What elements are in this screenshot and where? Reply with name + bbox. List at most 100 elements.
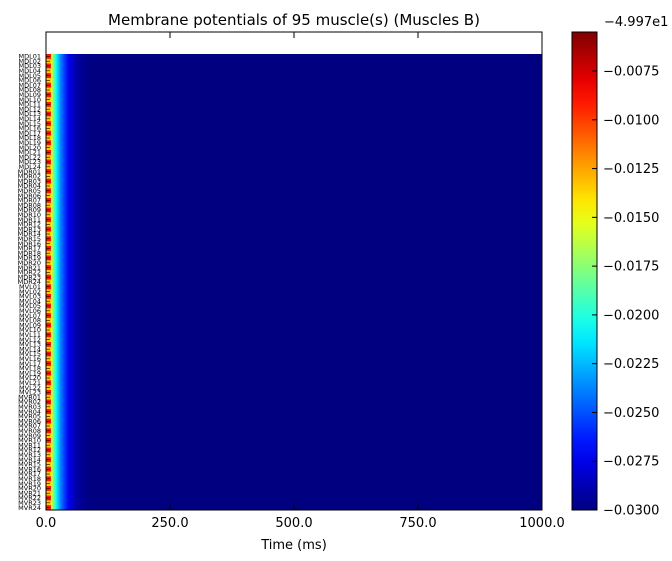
row-label: MVR05 bbox=[18, 413, 41, 421]
row-label: MDR17 bbox=[18, 245, 41, 253]
row-label: MVL12 bbox=[19, 336, 41, 344]
row-label: MDL11 bbox=[18, 101, 41, 109]
row-label: MVR24 bbox=[18, 504, 41, 512]
row-label: MDL13 bbox=[18, 110, 41, 118]
row-label: MDL04 bbox=[18, 67, 41, 75]
row-label: MDR16 bbox=[18, 240, 41, 248]
row-label: MDR20 bbox=[18, 259, 41, 267]
row-label: MDR01 bbox=[18, 168, 41, 176]
row-label: MVL11 bbox=[19, 331, 41, 339]
colorbar-tick-label: −0.0200 bbox=[603, 308, 659, 323]
row-label: MDR24 bbox=[18, 278, 41, 286]
row-label: MVL09 bbox=[19, 321, 41, 329]
row-label: MVR15 bbox=[18, 461, 41, 469]
row-label: MVL19 bbox=[19, 369, 41, 377]
row-label: MVR04 bbox=[18, 408, 41, 416]
row-label: MVR08 bbox=[18, 427, 41, 435]
x-tick-label: 0.0 bbox=[36, 516, 57, 531]
colorbar-tick-label: −0.0125 bbox=[603, 162, 659, 177]
row-label: MVR03 bbox=[18, 403, 41, 411]
row-label: MDR18 bbox=[18, 249, 41, 257]
colorbar-tick-label: −0.0275 bbox=[603, 455, 659, 470]
row-label: MDL05 bbox=[18, 72, 41, 80]
row-label: MDL08 bbox=[18, 86, 41, 94]
x-axis-label: Time (ms) bbox=[260, 538, 327, 553]
chart-title: Membrane potentials of 95 muscle(s) (Mus… bbox=[108, 11, 480, 29]
colorbar-tick-label: −0.0175 bbox=[603, 260, 659, 275]
row-label: MDL19 bbox=[18, 139, 41, 147]
row-label: MVL15 bbox=[19, 350, 41, 358]
heatmap-band bbox=[46, 54, 542, 510]
row-label: MVL14 bbox=[19, 345, 41, 353]
row-label: MDL18 bbox=[18, 134, 41, 142]
row-label: MVL06 bbox=[19, 307, 41, 315]
row-labels: MDL01MDL02MDL03MDL04MDL05MDL06MDL07MDL08… bbox=[18, 53, 50, 512]
row-label: MVR13 bbox=[18, 451, 41, 459]
row-label: MDL24 bbox=[18, 163, 41, 171]
row-label: MDL09 bbox=[18, 91, 41, 99]
row-label: MVL20 bbox=[19, 374, 41, 382]
row-label: MDR09 bbox=[18, 206, 41, 214]
row-label: MDR13 bbox=[18, 225, 41, 233]
row-label: MVL13 bbox=[19, 341, 41, 349]
row-label: MVL01 bbox=[19, 283, 41, 291]
row-label: MDL17 bbox=[18, 129, 41, 137]
row-label: MVL05 bbox=[19, 302, 41, 310]
row-label: MDR21 bbox=[18, 264, 41, 272]
row-label: MDR08 bbox=[18, 201, 41, 209]
row-label: MDL07 bbox=[18, 81, 41, 89]
colorbar-frame bbox=[571, 31, 598, 511]
row-label: MDL06 bbox=[18, 77, 41, 85]
x-tick-label: 250.0 bbox=[151, 516, 188, 531]
row-label: MDL21 bbox=[18, 149, 41, 157]
row-label: MVL23 bbox=[19, 389, 41, 397]
x-tick-label: 750.0 bbox=[399, 516, 436, 531]
row-label: MVL16 bbox=[19, 355, 41, 363]
row-label: MVL21 bbox=[19, 379, 41, 387]
row-label: MVL03 bbox=[19, 293, 41, 301]
row-label: MDL23 bbox=[18, 158, 41, 166]
row-label: MDL22 bbox=[18, 153, 41, 161]
row-label: MVR19 bbox=[18, 480, 41, 488]
row-label: MDL20 bbox=[18, 144, 41, 152]
row-label: MDR12 bbox=[18, 221, 41, 229]
row-label: MDR06 bbox=[18, 192, 41, 200]
x-axis-ticks: 0.0 250.0 500.0 750.0 1000.0 bbox=[36, 32, 565, 531]
row-label: MDL03 bbox=[18, 62, 41, 70]
x-tick-label: 1000.0 bbox=[519, 516, 565, 531]
colorbar-ticks: −0.0075 −0.0100 −0.0125 −0.0150 −0.0175 −0.02… bbox=[592, 65, 659, 519]
row-label: MDL01 bbox=[18, 53, 41, 61]
row-label: MVL10 bbox=[19, 326, 41, 334]
row-label: MDR05 bbox=[18, 187, 41, 195]
row-label: MVR12 bbox=[18, 446, 41, 454]
row-label: MDL10 bbox=[18, 96, 41, 104]
row-label: MVR20 bbox=[18, 485, 41, 493]
row-label: MVL07 bbox=[19, 312, 41, 320]
colorbar-tick-label: −0.0250 bbox=[603, 406, 659, 421]
row-label: MVR09 bbox=[18, 432, 41, 440]
row-label: MDR11 bbox=[18, 216, 41, 224]
colorbar-tick-label: −0.0300 bbox=[603, 504, 659, 519]
row-label: MVL18 bbox=[19, 365, 41, 373]
row-label: MVR07 bbox=[18, 422, 41, 430]
row-label: MDR23 bbox=[18, 273, 41, 281]
row-label: MDL12 bbox=[18, 105, 41, 113]
row-label: MVR01 bbox=[18, 393, 41, 401]
row-label: MVR10 bbox=[18, 437, 41, 445]
colorbar-tick-label: −0.0100 bbox=[603, 113, 659, 128]
row-label: MDL16 bbox=[18, 125, 41, 133]
row-label: MDR07 bbox=[18, 197, 41, 205]
row-label: MDR14 bbox=[18, 230, 41, 238]
colorbar-tick-label: −0.0150 bbox=[603, 211, 659, 226]
row-label: MVR14 bbox=[18, 456, 41, 464]
row-label: MVL04 bbox=[19, 297, 41, 305]
row-label: MVL22 bbox=[19, 384, 41, 392]
row-label: MVR22 bbox=[18, 494, 41, 502]
colorbar-tick-label: −0.0075 bbox=[603, 65, 659, 80]
row-label: MDL02 bbox=[18, 57, 41, 65]
row-label: MDR15 bbox=[18, 235, 41, 243]
colorbar bbox=[572, 32, 597, 510]
row-label: MDR02 bbox=[18, 173, 41, 181]
colorbar-tick-label: −0.0225 bbox=[603, 357, 659, 372]
